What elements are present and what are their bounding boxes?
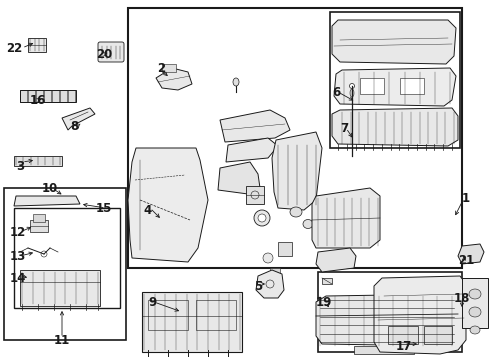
Text: 3: 3	[16, 159, 24, 172]
Text: 22: 22	[6, 41, 22, 54]
Bar	[246, 186, 264, 204]
Bar	[330, 12, 460, 148]
Text: 18: 18	[454, 292, 470, 305]
Bar	[148, 300, 188, 330]
Bar	[28, 38, 46, 52]
Bar	[388, 326, 418, 344]
Polygon shape	[128, 148, 208, 262]
Text: 5: 5	[254, 279, 262, 292]
Bar	[354, 346, 414, 354]
Bar	[162, 64, 176, 72]
Bar	[20, 90, 27, 102]
Bar	[400, 78, 424, 94]
Bar	[142, 292, 242, 352]
Bar	[128, 8, 462, 268]
Bar	[14, 208, 120, 308]
Text: 2: 2	[157, 62, 165, 75]
Ellipse shape	[233, 78, 239, 86]
Bar	[278, 242, 292, 256]
Text: 11: 11	[54, 333, 70, 346]
Bar	[360, 78, 384, 94]
Ellipse shape	[469, 289, 481, 299]
Bar	[33, 214, 45, 222]
Text: 8: 8	[70, 120, 78, 132]
Bar	[270, 268, 280, 274]
Bar	[196, 300, 236, 330]
Polygon shape	[220, 110, 290, 142]
Text: 19: 19	[316, 296, 332, 309]
Ellipse shape	[258, 214, 266, 222]
Bar	[52, 90, 59, 102]
Ellipse shape	[350, 89, 354, 97]
Polygon shape	[256, 270, 284, 298]
Polygon shape	[332, 20, 456, 64]
Bar	[60, 90, 67, 102]
Bar	[20, 270, 100, 306]
Polygon shape	[458, 244, 484, 264]
Text: 10: 10	[42, 181, 58, 194]
Bar	[424, 326, 452, 344]
Ellipse shape	[41, 251, 47, 257]
FancyBboxPatch shape	[98, 42, 124, 62]
Polygon shape	[62, 108, 95, 130]
Text: 16: 16	[30, 94, 46, 107]
Ellipse shape	[290, 207, 302, 217]
Text: 9: 9	[148, 296, 156, 309]
Bar	[322, 278, 332, 284]
Bar	[4, 188, 126, 340]
Text: 6: 6	[332, 86, 340, 99]
Text: 20: 20	[96, 48, 112, 60]
Text: 14: 14	[10, 271, 26, 284]
Text: 7: 7	[340, 122, 348, 135]
Polygon shape	[316, 248, 356, 272]
Bar	[36, 90, 43, 102]
Ellipse shape	[303, 220, 313, 229]
Polygon shape	[332, 108, 458, 146]
Ellipse shape	[469, 307, 481, 317]
Text: 15: 15	[96, 202, 112, 215]
Ellipse shape	[263, 253, 273, 263]
Text: 17: 17	[396, 339, 412, 352]
Text: 4: 4	[144, 203, 152, 216]
Bar	[28, 90, 35, 102]
Bar	[44, 90, 51, 102]
Polygon shape	[14, 196, 80, 206]
Polygon shape	[374, 276, 466, 354]
Text: 13: 13	[10, 249, 26, 262]
Ellipse shape	[349, 84, 354, 89]
Bar	[20, 90, 76, 102]
Bar	[30, 220, 48, 232]
Bar	[68, 90, 75, 102]
Polygon shape	[312, 188, 380, 248]
Text: 21: 21	[458, 253, 474, 266]
Text: 12: 12	[10, 225, 26, 239]
Ellipse shape	[470, 326, 480, 334]
Bar	[462, 278, 488, 328]
Polygon shape	[226, 138, 278, 162]
Polygon shape	[334, 68, 456, 106]
Ellipse shape	[254, 210, 270, 226]
Bar	[14, 156, 62, 166]
Bar	[318, 272, 462, 352]
Text: 1: 1	[462, 192, 470, 204]
Polygon shape	[218, 162, 260, 194]
Polygon shape	[156, 68, 192, 90]
Polygon shape	[316, 294, 458, 346]
Polygon shape	[272, 132, 322, 210]
